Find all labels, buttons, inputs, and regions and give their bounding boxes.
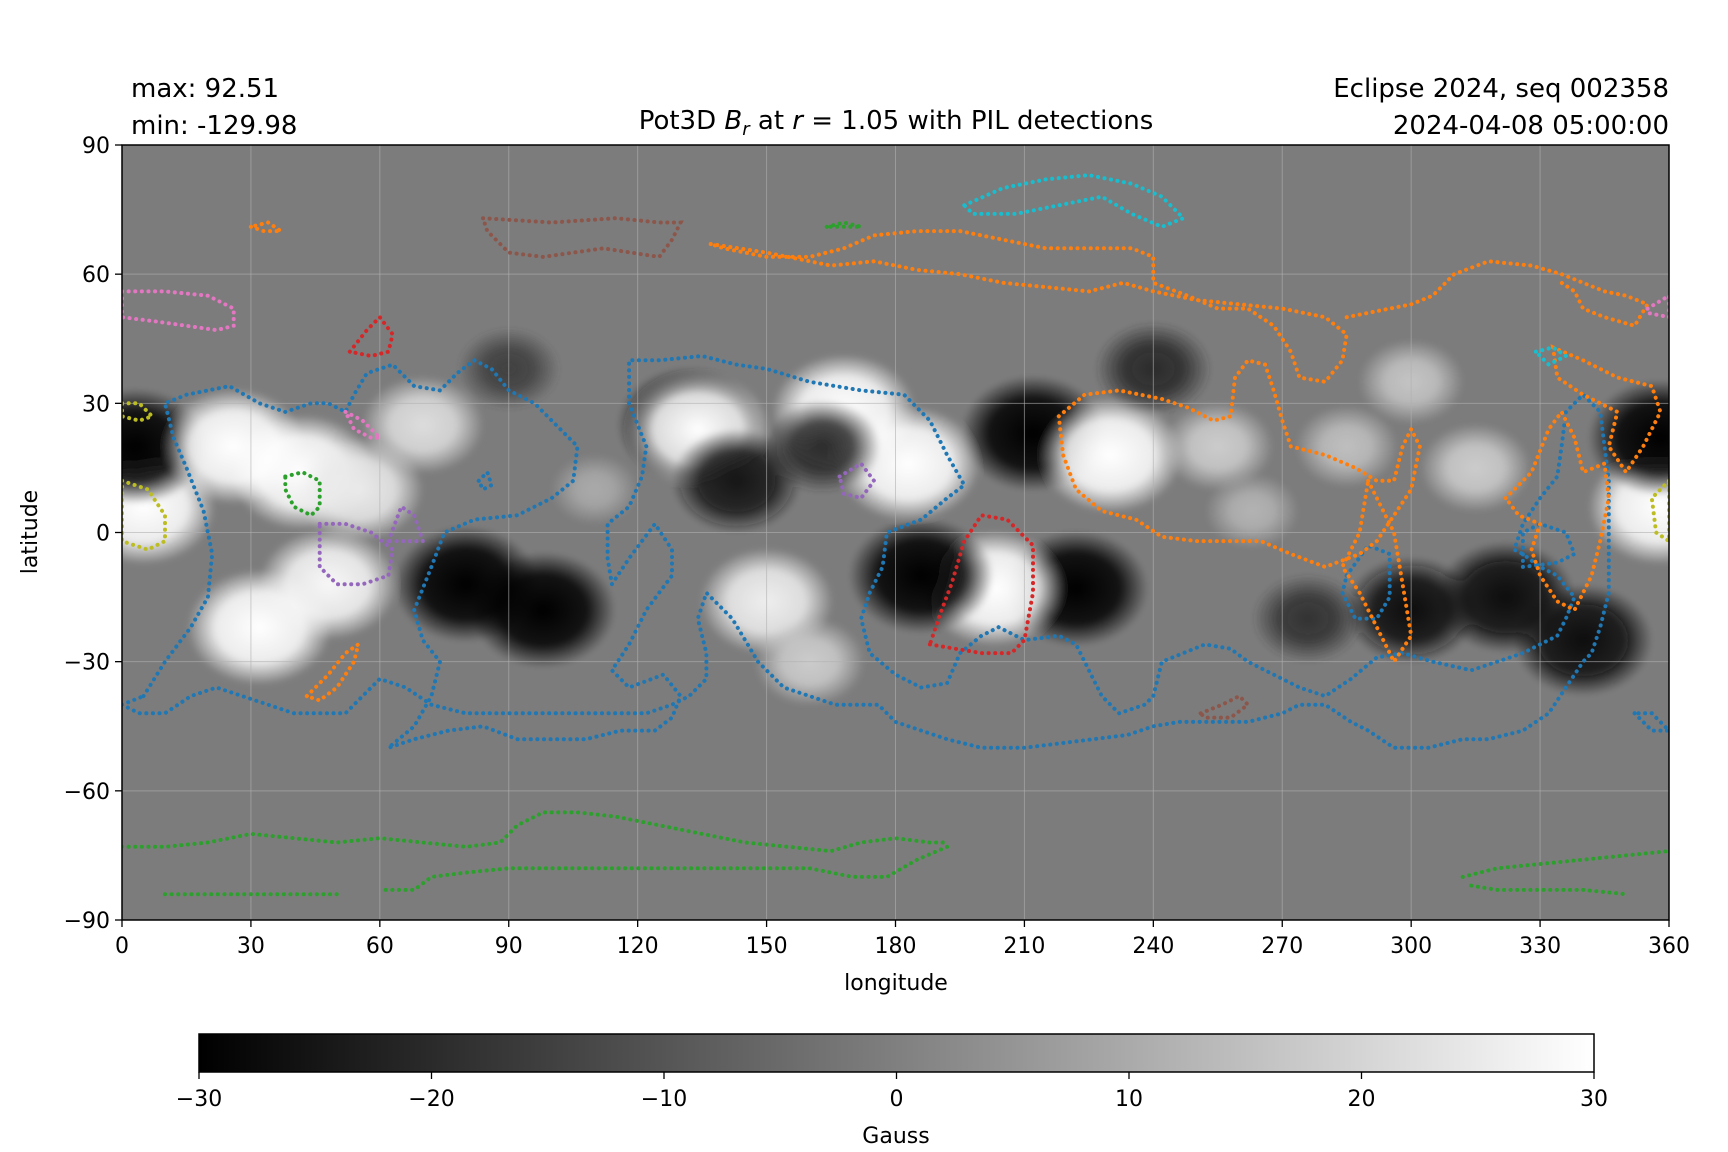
x-axis-label: longitude — [844, 971, 948, 996]
y-tick-label: −30 — [64, 651, 110, 676]
pil-contour — [303, 639, 362, 703]
x-tick-label: 60 — [366, 934, 394, 959]
field-source — [361, 375, 484, 474]
field-source — [1587, 379, 1669, 496]
colorbar-tick-label: −20 — [408, 1087, 454, 1112]
field-source — [1420, 423, 1532, 513]
pil-contour — [1460, 849, 1669, 879]
y-tick-label: −90 — [64, 909, 110, 934]
pil-contour — [480, 216, 684, 260]
pil-contour — [122, 478, 167, 552]
x-tick-label: 0 — [115, 934, 129, 959]
grid — [122, 145, 1669, 920]
x-tick-label: 30 — [237, 934, 265, 959]
field-source — [764, 399, 881, 494]
x-tick-label: 90 — [495, 934, 523, 959]
x-tick-label: 300 — [1390, 934, 1432, 959]
pil-contour — [1649, 477, 1669, 544]
y-tick-label: 90 — [82, 134, 110, 159]
title-suffix: = 1.05 with PIL detections — [803, 106, 1153, 136]
x-tick-label: 330 — [1519, 934, 1561, 959]
field-source — [848, 517, 994, 634]
pil-contour — [341, 407, 385, 440]
min-label: min: -129.98 — [131, 111, 297, 141]
pil-contour — [377, 844, 950, 892]
colorbar-tick-label: 10 — [1115, 1087, 1143, 1112]
field-source — [1295, 405, 1398, 488]
pil-contour — [122, 353, 1611, 750]
pil-contour — [1531, 345, 1570, 368]
x-tick-label: 240 — [1132, 934, 1174, 959]
colorbar-tick-label: 0 — [890, 1087, 904, 1112]
plot-area — [122, 145, 1669, 920]
pil-contour — [1340, 474, 1414, 666]
colorbar-tick-label: −30 — [176, 1087, 222, 1112]
colorbar-tick-label: −10 — [641, 1087, 687, 1112]
x-tick-label: 360 — [1648, 934, 1690, 959]
date-label: 2024-04-08 05:00:00 — [1393, 111, 1669, 141]
pil-contour — [1550, 344, 1663, 476]
pil-contour — [283, 470, 322, 518]
pil-contour — [1520, 521, 1578, 570]
field-source — [1037, 397, 1183, 513]
field-source — [1513, 584, 1653, 696]
pil-contour — [476, 468, 495, 493]
field-source — [1162, 401, 1274, 491]
field-source — [470, 552, 616, 668]
pil-contour — [826, 220, 862, 229]
title-b: B — [724, 106, 742, 136]
y-axis: −90 −60 −30 0 30 60 90 — [64, 134, 122, 934]
pil-contours — [122, 173, 1669, 897]
pil-contour — [1469, 883, 1628, 897]
title-r: r — [792, 106, 805, 136]
pil-contour — [1344, 259, 1651, 329]
pil-contour — [346, 314, 395, 359]
field-source — [1205, 473, 1300, 549]
pil-contour — [927, 513, 1035, 656]
y-tick-label: −60 — [64, 780, 110, 805]
title-prefix: Pot3D — [639, 106, 725, 136]
colorbar-tick-label: 30 — [1580, 1087, 1608, 1112]
pil-contour — [1197, 693, 1251, 720]
pil-contour — [960, 173, 1187, 229]
pil-contour — [1503, 408, 1611, 613]
colorbar-ticks: −30 −20 −10 0 10 20 30 — [176, 1072, 1608, 1112]
chart-title: Pot3D Br at r = 1.05 with PIL detections — [639, 106, 1154, 140]
title-mid: at — [750, 106, 793, 136]
y-tick-label: 30 — [82, 392, 110, 417]
x-tick-label: 180 — [875, 934, 917, 959]
pil-contour — [243, 220, 288, 234]
x-tick-label: 210 — [1003, 934, 1045, 959]
max-label: max: 92.51 — [131, 74, 279, 104]
pil-contour — [837, 460, 877, 501]
colorbar-tick-label: 20 — [1348, 1087, 1376, 1112]
field-source — [258, 528, 398, 640]
y-axis-label: latitude — [18, 490, 43, 574]
seq-label: Eclipse 2024, seq 002358 — [1333, 74, 1669, 104]
colorbar-label: Gauss — [862, 1124, 929, 1149]
pil-contour — [385, 503, 426, 544]
pil-contour — [122, 810, 950, 854]
y-tick-label: 60 — [82, 263, 110, 288]
title-b-sub: r — [742, 119, 751, 140]
x-tick-label: 270 — [1261, 934, 1303, 959]
pil-contour — [1056, 358, 1422, 570]
x-axis: 0 30 60 90 120 150 180 210 240 270 300 330 360 — [115, 920, 1690, 959]
pil-contour — [317, 521, 395, 587]
x-tick-label: 120 — [617, 934, 659, 959]
pil-contour — [1629, 711, 1669, 733]
field-source — [1252, 574, 1364, 664]
pil-contour — [122, 401, 156, 423]
field-source — [550, 454, 639, 525]
x-tick-label: 150 — [746, 934, 788, 959]
y-tick-label: 0 — [96, 522, 110, 547]
colorbar — [198, 1033, 1595, 1073]
pil-contour — [710, 229, 1349, 384]
pil-contour — [122, 289, 236, 333]
